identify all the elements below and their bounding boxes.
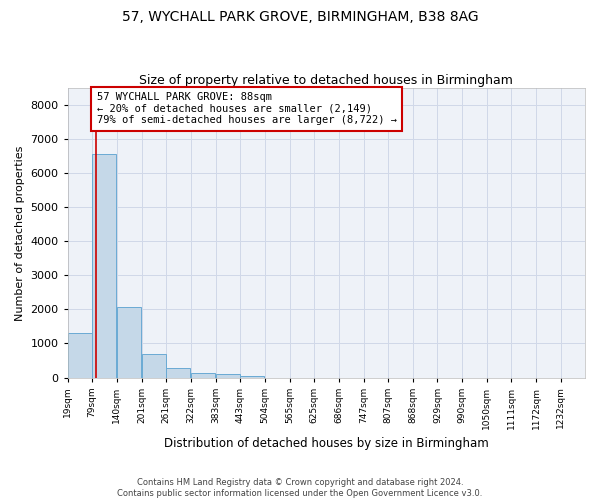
Text: Contains HM Land Registry data © Crown copyright and database right 2024.
Contai: Contains HM Land Registry data © Crown c… [118,478,482,498]
Bar [166,368,190,378]
Y-axis label: Number of detached properties: Number of detached properties [15,145,25,320]
Bar [92,154,116,378]
Text: 57 WYCHALL PARK GROVE: 88sqm
← 20% of detached houses are smaller (2,149)
79% of: 57 WYCHALL PARK GROVE: 88sqm ← 20% of de… [97,92,397,126]
Bar [68,334,92,378]
Text: 57, WYCHALL PARK GROVE, BIRMINGHAM, B38 8AG: 57, WYCHALL PARK GROVE, BIRMINGHAM, B38 … [122,10,478,24]
Bar [191,372,215,378]
Bar [117,308,141,378]
Title: Size of property relative to detached houses in Birmingham: Size of property relative to detached ho… [139,74,513,87]
X-axis label: Distribution of detached houses by size in Birmingham: Distribution of detached houses by size … [164,437,489,450]
Bar [142,354,166,378]
Bar [215,374,240,378]
Bar [240,376,265,378]
